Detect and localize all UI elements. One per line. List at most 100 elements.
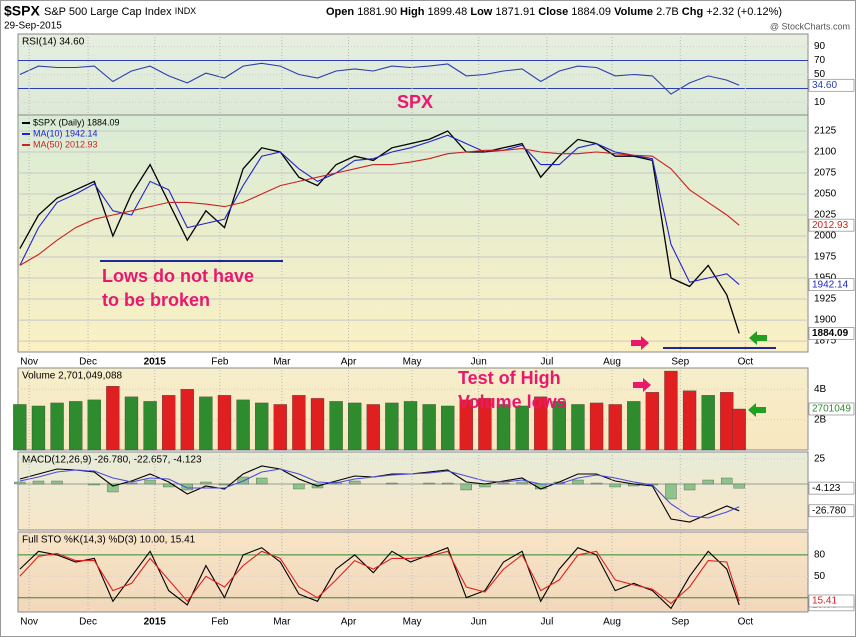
bar [255, 402, 269, 451]
bar [124, 396, 139, 451]
x-tick-label: Mar [273, 357, 291, 368]
bar [460, 483, 472, 491]
overlay: SPX Lows do not have to be broken Test of H… [100, 92, 776, 417]
arrow-left [749, 331, 767, 345]
bar [87, 399, 101, 451]
bar [441, 405, 455, 451]
y-tick-label: 25 [814, 454, 826, 465]
bar [497, 482, 510, 485]
y-tick-label: 50 [814, 571, 826, 582]
bar [733, 483, 745, 489]
quote-label: High [400, 6, 425, 18]
end-label: 34.60 [812, 80, 837, 91]
x-tick-label: Oct [738, 357, 754, 368]
annotation: SPX [397, 92, 433, 112]
end-label: 1942.14 [812, 279, 849, 290]
quote-label: Chg [682, 6, 703, 18]
end-label-box [808, 218, 855, 232]
bar [386, 482, 398, 485]
y-tick-label: 2050 [814, 189, 837, 200]
x-tick-label: Feb [211, 617, 229, 628]
bar [496, 404, 511, 451]
bar [665, 483, 677, 500]
bar [31, 405, 46, 451]
series-line [19, 468, 740, 519]
bar [590, 482, 603, 485]
bar [385, 402, 399, 451]
legend-label: $SPX (Daily) 1884.09 [33, 117, 120, 127]
bar [683, 483, 696, 491]
bar [69, 401, 83, 451]
end-label: 15.41 [812, 596, 837, 607]
bar [144, 479, 156, 485]
annotation: Volume lows [458, 392, 567, 412]
bar [403, 401, 418, 451]
y-tick-label: 2025 [814, 210, 837, 221]
quote-label: Close [538, 6, 568, 18]
bar [88, 483, 100, 486]
y-tick-label: 90 [814, 41, 826, 52]
series-line [19, 550, 740, 605]
series-line [19, 62, 740, 95]
x-tick-label: Jun [471, 357, 487, 368]
quote-value: 1884.09 [571, 6, 611, 18]
y-tick-label: 2B [814, 414, 827, 425]
bar [682, 390, 697, 451]
bar [14, 481, 26, 485]
end-label: 2012.93 [812, 220, 849, 231]
bar [106, 386, 120, 451]
end-label: -4.123 [812, 483, 841, 494]
x-tick-label: Aug [603, 357, 621, 368]
x-tick-label: Jul [541, 617, 554, 628]
x-tick-label: Apr [341, 617, 357, 628]
legend-label: MA(10) 1942.14 [33, 128, 98, 138]
y-tick-label: 1875 [814, 336, 837, 347]
x-tick-label: 2015 [144, 617, 167, 628]
series-line [19, 148, 740, 266]
x-tick-label: Nov [20, 617, 38, 628]
bar [256, 477, 268, 485]
quote-value: +2.32 (+0.12%) [706, 6, 782, 18]
bar [180, 389, 194, 451]
x-tick-label: Jun [471, 617, 487, 628]
quote-value: 1881.90 [357, 6, 397, 18]
quote-value: 1871.91 [495, 6, 535, 18]
x-tick-label: Sep [671, 357, 689, 368]
panel-title: MACD(12,26,9) -26.780, -22.657, -4.123 [22, 455, 202, 466]
exchange: INDX [175, 6, 197, 16]
y-tick-label: 1900 [814, 315, 837, 326]
bar [236, 399, 250, 451]
bar [125, 482, 138, 485]
bar [199, 396, 213, 451]
bar [181, 483, 193, 491]
bar [478, 398, 492, 451]
bar [664, 370, 678, 451]
bar [732, 408, 746, 451]
index-name: S&P 500 Large Cap Index INDX [44, 6, 196, 18]
end-label-box [808, 481, 855, 495]
y-tick-label: 50 [814, 69, 826, 80]
bar [217, 395, 232, 451]
end-label: -26.780 [812, 505, 846, 516]
bar [720, 392, 734, 451]
x-tick-label: Sep [671, 617, 689, 628]
series-line [19, 134, 740, 286]
quote-label: Low [470, 6, 492, 18]
quote-value: 2.7B [656, 6, 679, 18]
y-tick-label: 10 [814, 97, 826, 108]
bar [50, 402, 64, 451]
quote-value: 1899.48 [428, 6, 468, 18]
bar [516, 481, 528, 485]
x-tick-label: 2015 [144, 357, 167, 368]
bar [721, 477, 733, 485]
bar [13, 404, 27, 451]
x-tick-label: Mar [273, 617, 291, 628]
bar [143, 401, 157, 451]
end-label-box [808, 402, 855, 416]
end-label-box [808, 594, 855, 608]
panel [17, 114, 809, 353]
x-tick-label: Nov [20, 357, 38, 368]
end-label: 1884.09 [812, 328, 849, 339]
end-label-box [808, 504, 855, 518]
